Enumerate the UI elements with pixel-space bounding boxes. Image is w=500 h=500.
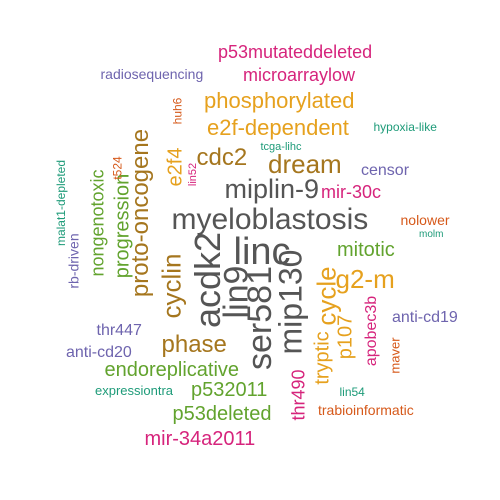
word-trabioinformatic: trabioinformatic <box>318 402 414 418</box>
word-phase: phase <box>161 331 227 358</box>
word-cyclin: cyclin <box>156 253 187 319</box>
word-lin52: lin52 <box>186 162 199 186</box>
word-nongenotoxic: nongenotoxic <box>87 169 108 277</box>
word-p53mutateddeleted: p53mutateddeleted <box>218 42 373 62</box>
word-huh6: huh6 <box>169 97 184 125</box>
word-rb-driven: rb-driven <box>65 233 82 289</box>
word-p107: p107 <box>333 314 356 360</box>
word-phosphorylated: phosphorylated <box>204 88 355 113</box>
word-tryptic: tryptic <box>311 331 334 385</box>
word-lin54: lin54 <box>339 385 365 399</box>
word-molm: molm <box>419 229 444 240</box>
word-cdc2: cdc2 <box>196 144 248 171</box>
word-malat1-depleted: malat1-depleted <box>54 159 69 247</box>
word-anti-cd19: anti-cd19 <box>392 309 458 326</box>
word-thr490: thr490 <box>288 369 309 421</box>
word-nolower: nolower <box>400 212 450 228</box>
word-hypoxia-like: hypoxia-like <box>373 120 437 134</box>
word-mir-34a2011: mir-34a2011 <box>144 428 256 450</box>
word-radiosequencing: radiosequencing <box>100 66 204 82</box>
word-mitotic: mitotic <box>337 239 395 261</box>
word-microarraylow: microarraylow <box>243 65 356 85</box>
word-expressiontra: expressiontra <box>95 382 174 398</box>
word-dream: dream <box>268 149 342 179</box>
word-linc: linc <box>233 231 291 273</box>
word-myeloblastosis: myeloblastosis <box>171 203 369 236</box>
word-t524: t524 <box>110 156 125 180</box>
word-p532011: p532011 <box>191 379 268 401</box>
word-apobec3b: apobec3b <box>363 295 381 367</box>
word-maver: maver <box>387 336 403 374</box>
word-thr447: thr447 <box>96 322 142 339</box>
word-g2-m: g2-m <box>335 264 395 294</box>
word-anti-cd20: anti-cd20 <box>66 344 132 361</box>
word-mir-30c: mir-30c <box>321 182 382 202</box>
word-miplin-9: miplin-9 <box>224 173 320 204</box>
word-endoreplicative: endoreplicative <box>104 359 240 381</box>
word-p53deleted: p53deleted <box>172 403 272 425</box>
word-progression: progression <box>110 173 133 279</box>
word-e2f4: e2f4 <box>163 147 186 187</box>
word-mip130: mip130 <box>271 249 308 355</box>
word-tcga-lihc: tcga-lihc <box>260 140 302 153</box>
word-e2f-dependent: e2f-dependent <box>207 115 349 140</box>
word-censor: censor <box>361 162 410 179</box>
